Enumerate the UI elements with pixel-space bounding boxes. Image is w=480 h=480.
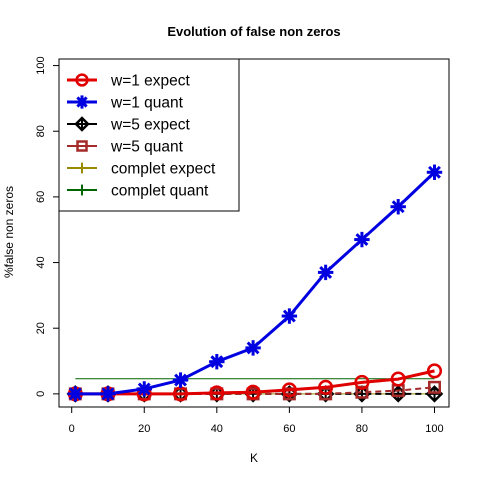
- data-point: [426, 164, 443, 180]
- point-marker-stroke: [246, 341, 260, 355]
- data-point: [390, 199, 406, 215]
- point-marker: [75, 73, 89, 87]
- point-marker: [281, 382, 297, 398]
- point-marker-stroke: [391, 200, 405, 214]
- data-point: [209, 385, 225, 401]
- legend-entry: w=5 quant: [67, 139, 184, 156]
- legend-label: complet expect: [111, 161, 216, 178]
- legend-entry: w=1 expect: [67, 73, 191, 90]
- x-tick-label: 60: [283, 423, 295, 435]
- plot-area: [66, 164, 444, 403]
- data-point: [281, 308, 298, 324]
- data-point: [355, 385, 369, 399]
- y-axis-label: %false non zeros: [2, 186, 16, 278]
- point-marker: [355, 385, 369, 399]
- point-marker-stroke: [210, 355, 224, 369]
- data-point: [76, 140, 88, 152]
- point-marker-stroke: [355, 233, 369, 247]
- legend-box: [58, 58, 240, 212]
- data-point: [245, 340, 261, 356]
- data-point: [318, 379, 334, 395]
- point-marker-stroke: [282, 309, 296, 323]
- data-point: [67, 386, 84, 402]
- point-marker: [354, 374, 370, 390]
- legend-entry: complet expect: [67, 161, 216, 178]
- legend-entry: w=1 quant: [67, 95, 184, 112]
- x-tick-label: 0: [69, 423, 75, 435]
- point-marker: [426, 363, 443, 379]
- y-tick-label: 40: [35, 256, 47, 268]
- legend-label: w=5 expect: [110, 117, 191, 134]
- y-tick-label: 80: [35, 125, 47, 137]
- data-point: [427, 380, 441, 394]
- point-marker-stroke: [76, 96, 88, 108]
- series-line: [75, 369, 435, 396]
- data-point: [75, 95, 89, 109]
- data-point: [209, 353, 225, 370]
- legend-entry: w=5 expect: [67, 116, 191, 134]
- chart-title: Evolution of false non zeros: [167, 24, 340, 39]
- point-marker: [427, 380, 441, 394]
- y-tick-label: 20: [35, 322, 47, 334]
- data-point: [76, 184, 88, 196]
- data-point: [390, 371, 406, 387]
- point-marker-stroke: [101, 387, 115, 401]
- y-tick-label: 100: [35, 56, 47, 74]
- data-point: [74, 116, 90, 132]
- series-w-1-quant: [67, 164, 443, 402]
- x-tick-label: 20: [138, 423, 150, 435]
- data-point: [76, 162, 88, 174]
- data-point: [281, 382, 297, 398]
- data-point: [75, 73, 89, 87]
- data-point: [245, 384, 261, 400]
- point-marker: [76, 140, 88, 152]
- data-point: [354, 374, 370, 390]
- x-tick-label: 40: [211, 423, 223, 435]
- data-point: [317, 264, 334, 281]
- data-point: [172, 372, 189, 388]
- data-point: [136, 381, 152, 397]
- y-tick-label: 60: [35, 191, 47, 203]
- data-point: [354, 231, 370, 248]
- point-marker: [390, 371, 406, 387]
- legend-label: w=5 quant: [110, 139, 184, 156]
- legend-label: w=1 expect: [110, 73, 191, 90]
- axes: 0 20 40 60 80 100 0 20 40 60 80 100: [35, 56, 450, 435]
- point-marker-stroke: [174, 373, 187, 387]
- point-marker-stroke: [137, 382, 151, 396]
- data-point: [426, 363, 443, 379]
- point-marker-stroke: [68, 387, 82, 401]
- point-marker-stroke: [319, 265, 333, 279]
- point-marker-stroke: [428, 165, 441, 179]
- legend-entry: complet quant: [67, 183, 209, 200]
- y-tick-label: 0: [35, 391, 47, 397]
- x-tick-label: 80: [356, 423, 368, 435]
- data-point: [100, 386, 116, 402]
- point-marker: [209, 385, 225, 401]
- point-marker: [245, 384, 261, 400]
- point-marker: [318, 379, 334, 395]
- x-tick-label: 100: [425, 423, 443, 435]
- x-axis-label: K: [250, 451, 258, 465]
- legend-label: complet quant: [111, 183, 209, 200]
- legend: w=1 expect w=1 quant w=5 expect w=5 quant co…: [58, 58, 240, 212]
- legend-label: w=1 quant: [110, 95, 184, 112]
